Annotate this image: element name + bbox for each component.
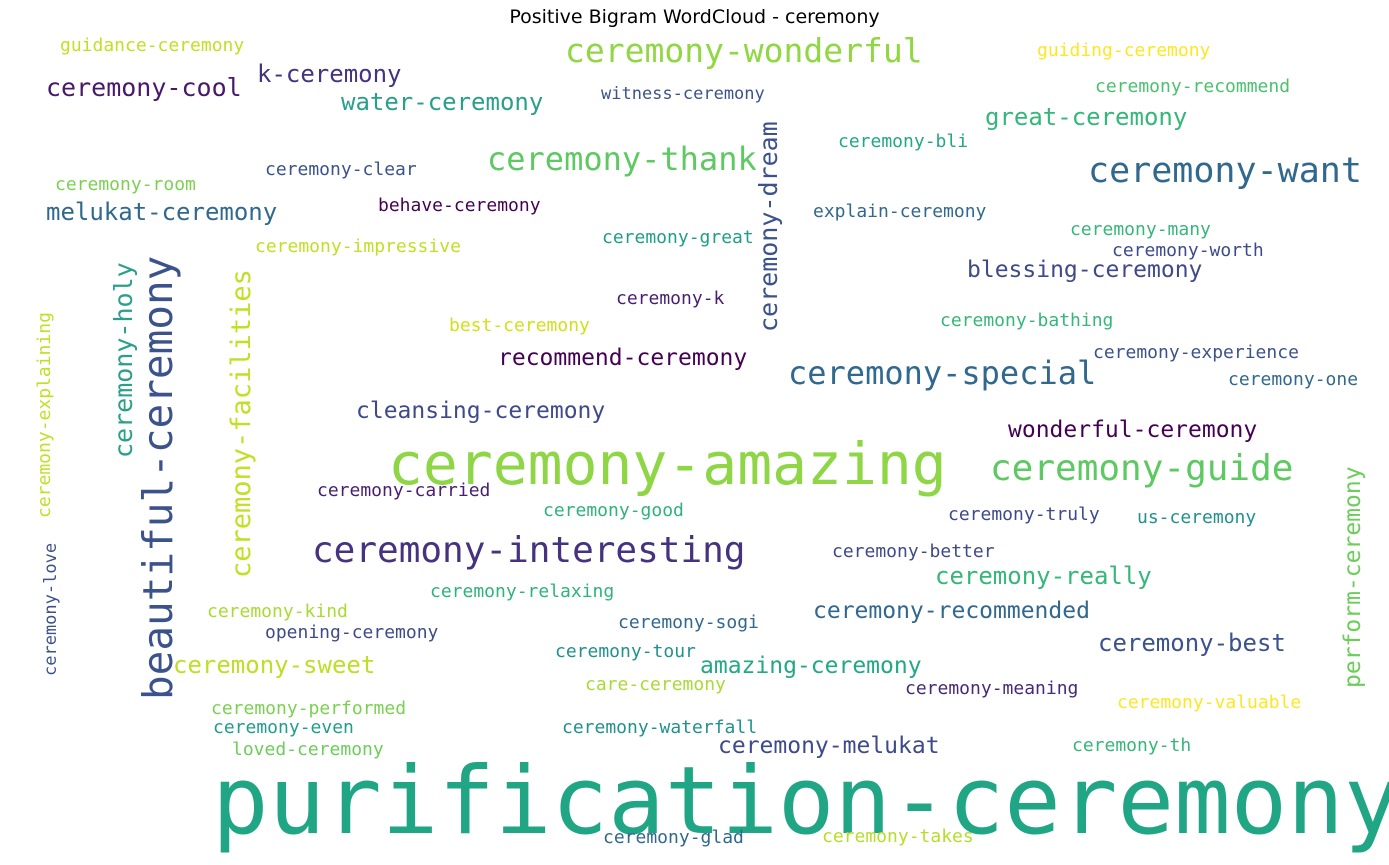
word-ceremony-explaining: ceremony-explaining [34,312,55,518]
word-ceremony-even: ceremony-even [213,717,354,738]
word-ceremony-bli: ceremony-bli [838,131,968,152]
word-guidance-ceremony: guidance-ceremony [60,35,244,56]
word-ceremony-wonderful: ceremony-wonderful [565,31,923,70]
word-ceremony-glad: ceremony-glad [603,827,744,848]
word-ceremony-impressive: ceremony-impressive [255,236,461,257]
word-beautiful-ceremony: beautiful-ceremony [134,256,182,700]
word-ceremony-many: ceremony-many [1070,219,1211,240]
word-us-ceremony: us-ceremony [1137,507,1256,528]
word-ceremony-kind: ceremony-kind [207,601,348,622]
word-ceremony-sogi: ceremony-sogi [618,612,759,633]
word-ceremony-worth: ceremony-worth [1112,240,1264,261]
word-ceremony-better: ceremony-better [832,541,995,562]
word-ceremony-carried: ceremony-carried [317,480,490,501]
word-blessing-ceremony: blessing-ceremony [967,257,1202,283]
word-ceremony-meaning: ceremony-meaning [905,678,1078,699]
word-great-ceremony: great-ceremony [985,103,1187,131]
word-ceremony-cool: ceremony-cool [46,73,242,102]
word-ceremony-k: ceremony-k [616,288,725,309]
word-ceremony-recommend: ceremony-recommend [1095,76,1290,97]
word-ceremony-dream: ceremony-dream [754,121,783,332]
word-cleansing-ceremony: cleansing-ceremony [356,398,605,424]
word-loved-ceremony: loved-ceremony [232,739,384,760]
word-perform-ceremony: perform-ceremony [1340,466,1366,688]
word-ceremony-relaxing: ceremony-relaxing [430,581,614,602]
word-ceremony-best: ceremony-best [1098,629,1286,657]
word-wonderful-ceremony: wonderful-ceremony [1008,417,1257,443]
word-ceremony-special: ceremony-special [788,354,1096,392]
word-ceremony-performed: ceremony-performed [211,698,406,719]
word-ceremony-facilities: ceremony-facilities [226,269,257,578]
word-ceremony-good: ceremony-good [543,500,684,521]
word-ceremony-guide: ceremony-guide [990,448,1293,489]
word-ceremony-want: ceremony-want [1088,151,1362,191]
word-ceremony-sweet: ceremony-sweet [173,651,375,679]
word-best-ceremony: best-ceremony [449,315,590,336]
word-melukat-ceremony: melukat-ceremony [46,198,277,226]
word-ceremony-great: ceremony-great [602,227,754,248]
word-behave-ceremony: behave-ceremony [378,195,541,216]
word-ceremony-love: ceremony-love [41,543,61,676]
word-recommend-ceremony: recommend-ceremony [498,345,747,371]
word-ceremony-th: ceremony-th [1072,735,1191,756]
word-ceremony-recommended: ceremony-recommended [813,598,1090,624]
word-ceremony-interesting: ceremony-interesting [312,530,745,571]
word-ceremony-amazing: ceremony-amazing [388,430,947,498]
word-ceremony-one: ceremony-one [1228,369,1358,390]
word-ceremony-waterfall: ceremony-waterfall [562,717,757,738]
word-ceremony-bathing: ceremony-bathing [940,310,1113,331]
word-amazing-ceremony: amazing-ceremony [700,653,922,679]
word-ceremony-takes: ceremony-takes [822,826,974,847]
word-opening-ceremony: opening-ceremony [265,622,439,643]
word-k-ceremony: k-ceremony [257,60,402,88]
word-ceremony-melukat: ceremony-melukat [718,733,940,759]
word-witness-ceremony: witness-ceremony [601,84,765,104]
word-ceremony-room: ceremony-room [55,174,196,195]
word-purification-ceremony: purification-ceremony [212,747,1389,856]
word-ceremony-clear: ceremony-clear [265,159,417,180]
word-guiding-ceremony: guiding-ceremony [1037,40,1211,61]
word-ceremony-really: ceremony-really [935,562,1152,590]
word-ceremony-holy: ceremony-holy [109,262,138,458]
word-care-ceremony: care-ceremony [585,674,726,695]
word-ceremony-experience: ceremony-experience [1093,342,1299,363]
word-ceremony-valuable: ceremony-valuable [1117,692,1301,713]
chart-title: Positive Bigram WordCloud - ceremony [509,6,880,28]
word-ceremony-truly: ceremony-truly [948,504,1100,525]
word-explain-ceremony: explain-ceremony [813,201,987,222]
word-ceremony-thank: ceremony-thank [487,140,757,178]
word-water-ceremony: water-ceremony [341,88,543,116]
word-ceremony-tour: ceremony-tour [555,641,696,662]
